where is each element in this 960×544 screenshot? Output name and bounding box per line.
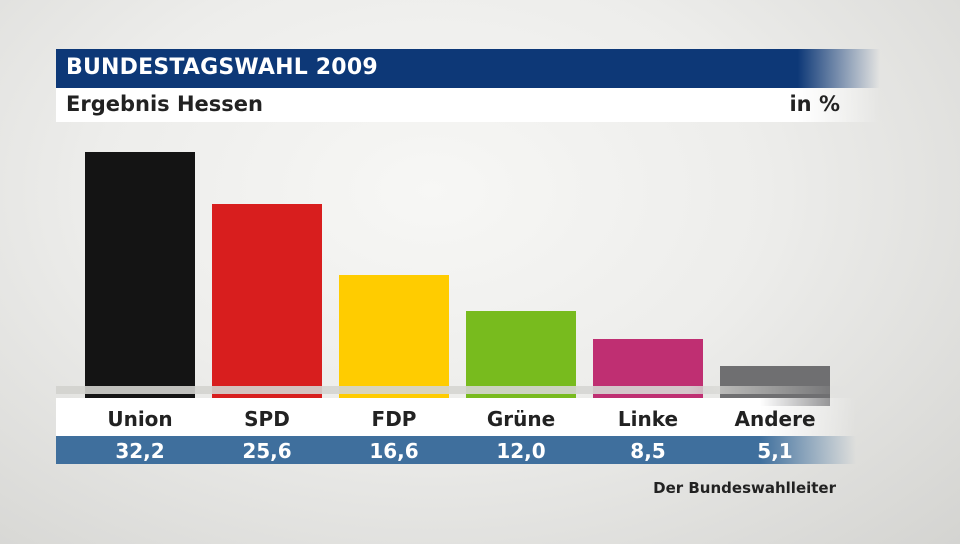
value-label: 8,5 xyxy=(630,439,666,463)
value-label: 5,1 xyxy=(757,439,793,463)
chart-subtitle: Ergebnis Hessen xyxy=(66,92,263,116)
chart-title: BUNDESTAGSWAHL 2009 xyxy=(66,55,378,80)
baseline-shadow xyxy=(56,386,846,394)
category-label: Grüne xyxy=(486,407,556,431)
subtitle-bar: Ergebnis Hessen in % xyxy=(56,88,880,122)
value-label: 25,6 xyxy=(242,439,292,463)
category-label: FDP xyxy=(371,407,417,431)
bar-linke xyxy=(593,339,703,406)
category-label: Linke xyxy=(617,407,679,431)
bar-union xyxy=(85,152,195,406)
value-label: 12,0 xyxy=(496,439,546,463)
category-label: Union xyxy=(107,407,173,431)
bar-spd xyxy=(212,204,322,406)
category-label-bar: Union SPD FDP Grüne Linke Andere xyxy=(56,398,856,436)
category-label: SPD xyxy=(244,407,290,431)
value-label: 32,2 xyxy=(115,439,165,463)
bar-fdp xyxy=(339,275,449,406)
unit-label: in % xyxy=(789,92,840,116)
category-label: Andere xyxy=(734,407,816,431)
source-note: Der Bundeswahlleiter xyxy=(653,479,836,497)
title-bar: BUNDESTAGSWAHL 2009 xyxy=(56,49,880,88)
value-label: 16,6 xyxy=(369,439,419,463)
value-label-bar: 32,2 25,6 16,6 12,0 8,5 5,1 xyxy=(56,436,856,464)
bar-plot-area xyxy=(56,130,856,410)
